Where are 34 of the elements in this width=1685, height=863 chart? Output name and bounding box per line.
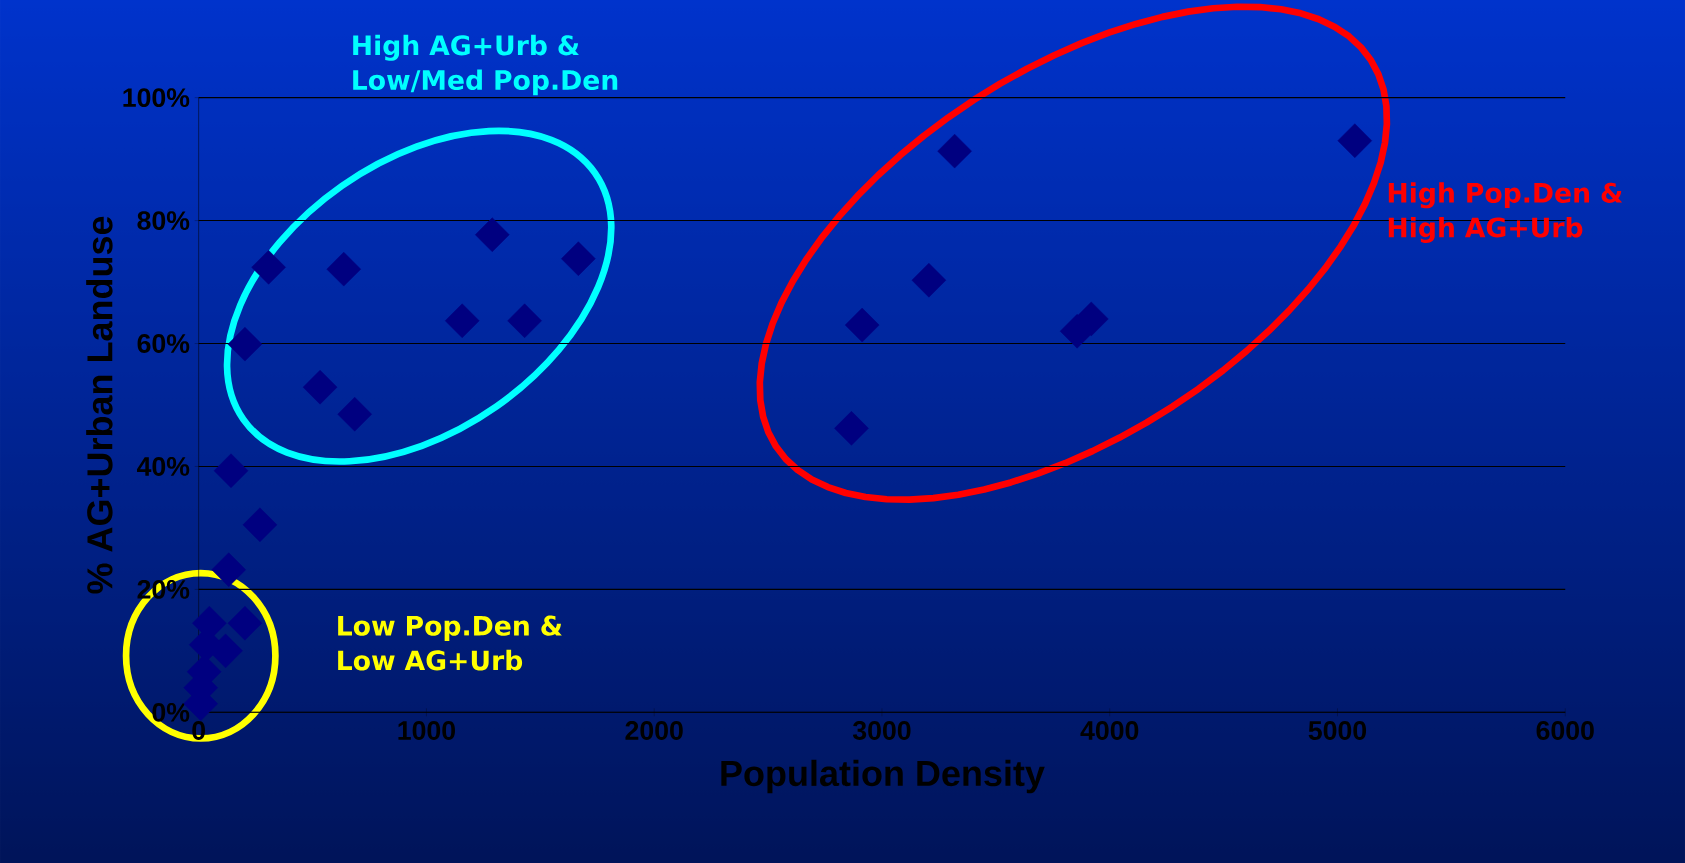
x-tick-label: 2000 <box>625 721 683 740</box>
y-tick-label: 40% <box>136 457 190 476</box>
y-tick-label: 80% <box>137 211 190 231</box>
point <box>937 133 972 169</box>
point <box>444 303 480 339</box>
point <box>911 262 947 298</box>
point <box>242 507 278 543</box>
annotation: High Pop.Den & High AG+Urb <box>1388 182 1623 243</box>
point <box>227 605 263 641</box>
x-tick-label: 6000 <box>1536 721 1594 740</box>
x-tick-label: 4000 <box>1080 721 1139 740</box>
point <box>507 303 542 339</box>
point <box>844 307 880 343</box>
point <box>561 241 596 276</box>
point <box>834 411 869 446</box>
annotation: Low Pop.Den & Low AG+Urb <box>338 615 562 671</box>
point <box>302 369 338 405</box>
text: High AG+Urb & Low/Med Pop.Den <box>353 34 618 96</box>
y-tick-label: 60% <box>137 334 190 353</box>
point <box>213 453 249 488</box>
x-axis-title: Population Density <box>721 759 1045 794</box>
point <box>475 217 510 252</box>
point <box>326 251 361 287</box>
y-axis-title: % AG+Urban Landuse <box>86 216 113 594</box>
x-tick-label: 3000 <box>852 721 911 740</box>
y-tick-label: 0% <box>152 702 190 722</box>
x-tick-label: 1000 <box>398 721 455 740</box>
point <box>211 552 246 587</box>
x-tick-label: 5000 <box>1308 721 1367 740</box>
point <box>227 326 263 362</box>
point <box>337 396 372 432</box>
y-tick-label: 100% <box>123 88 190 108</box>
point <box>251 250 286 285</box>
point <box>1337 123 1373 158</box>
